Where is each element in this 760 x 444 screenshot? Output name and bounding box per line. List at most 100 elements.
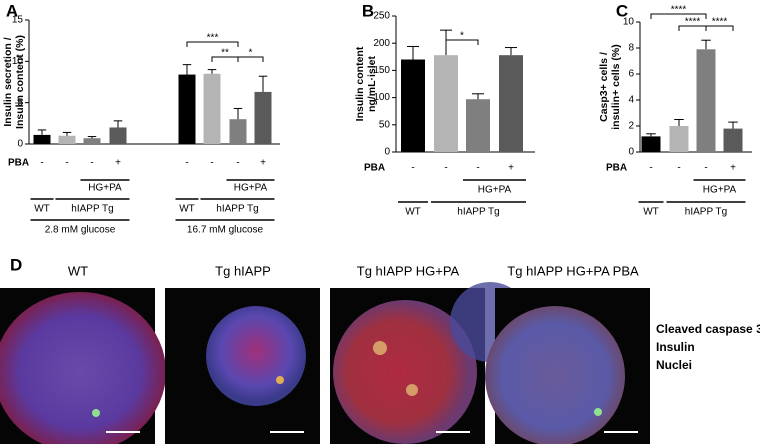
bar — [466, 99, 490, 152]
significance-label: * — [460, 31, 464, 42]
significance-label: **** — [712, 17, 728, 28]
micrograph-title: WT — [68, 263, 88, 278]
y-tick-label: 100 — [373, 92, 390, 103]
treatment-label: HG+PA — [88, 183, 122, 194]
y-tick-label: 0 — [628, 147, 634, 158]
error-bar — [62, 131, 72, 136]
y-tick-label: 8 — [628, 43, 634, 54]
group-label: 2.8 mM glucose — [45, 225, 116, 236]
panel-label: C — [616, 1, 628, 20]
error-bar — [646, 133, 656, 137]
y-tick-label: 200 — [373, 38, 390, 49]
error-bar — [233, 107, 243, 120]
pba-mark: - — [476, 163, 479, 174]
significance-bracket — [237, 56, 264, 62]
caspase-signal — [594, 408, 602, 416]
error-bar — [407, 45, 419, 60]
pba-mark: - — [704, 163, 707, 174]
pba-mark: - — [649, 163, 652, 174]
panel-label: D — [10, 255, 22, 274]
error-bar — [207, 69, 217, 74]
y-tick-label: 50 — [379, 119, 391, 130]
y-tick-label: 15 — [12, 15, 24, 26]
significance-label: *** — [207, 33, 219, 44]
islet — [485, 306, 625, 444]
bar — [696, 49, 716, 152]
pba-label: PBA — [364, 163, 385, 174]
y-axis-label: insulin+ cells (%) — [610, 44, 622, 129]
bar — [178, 74, 196, 144]
y-axis-label: Insulin content (%) — [14, 35, 26, 129]
genotype-label: WT — [643, 207, 659, 218]
islet — [206, 306, 306, 406]
significance-label: * — [249, 48, 253, 59]
bar — [641, 136, 661, 152]
pba-mark: - — [65, 158, 68, 169]
y-tick-label: 150 — [373, 65, 390, 76]
islet — [0, 292, 166, 444]
bar — [83, 138, 101, 144]
y-axis-label: Casp3+ cells / — [598, 52, 610, 122]
pba-label: PBA — [606, 163, 627, 174]
y-tick-label: 5 — [17, 97, 23, 108]
pba-mark: + — [260, 158, 266, 169]
caspase-signal — [276, 376, 284, 384]
bar — [401, 59, 425, 152]
y-tick-label: 6 — [628, 69, 634, 80]
y-axis-label: ng/mL·islet — [366, 56, 378, 113]
micrograph-title: Tg hIAPP HG+PA PBA — [507, 263, 639, 278]
pba-mark: - — [185, 158, 188, 169]
bar — [434, 55, 458, 152]
significance-bracket — [186, 41, 239, 47]
pba-mark: + — [508, 163, 514, 174]
pba-mark: - — [40, 158, 43, 169]
pba-mark: - — [90, 158, 93, 169]
bar — [203, 73, 221, 144]
pba-mark: - — [677, 163, 680, 174]
genotype-label: hIAPP Tg — [457, 207, 499, 218]
y-tick-label: 0 — [17, 139, 23, 150]
micrographs — [0, 282, 650, 444]
pba-mark: - — [210, 158, 213, 169]
significance-bracket — [445, 39, 479, 45]
legend-entry: Cleaved caspase 3 — [656, 322, 760, 336]
error-bar — [37, 129, 47, 135]
y-tick-label: 10 — [623, 17, 635, 28]
genotype-label: hIAPP Tg — [216, 204, 258, 215]
genotype-label: WT — [405, 207, 421, 218]
y-tick-label: 4 — [628, 95, 634, 106]
bar — [109, 127, 127, 144]
legend-entry: Insulin — [656, 340, 695, 354]
pba-mark: + — [730, 163, 736, 174]
treatment-label: HG+PA — [234, 183, 268, 194]
error-bar — [472, 93, 484, 100]
genotype-label: WT — [34, 204, 50, 215]
significance-label: ** — [221, 48, 229, 59]
pba-mark: + — [115, 158, 121, 169]
genotype-label: hIAPP Tg — [685, 207, 727, 218]
y-tick-label: 0 — [384, 147, 390, 158]
treatment-label: HG+PA — [703, 185, 737, 196]
error-bar — [505, 47, 517, 56]
caspase-signal — [92, 409, 100, 417]
significance-bracket — [705, 25, 734, 31]
micrograph-title: Tg hIAPP — [215, 263, 271, 278]
pba-mark: - — [411, 163, 414, 174]
y-tick-label: 250 — [373, 11, 390, 22]
bar — [58, 135, 76, 144]
bar — [254, 91, 272, 144]
treatment-label: HG+PA — [478, 185, 512, 196]
bar — [229, 119, 247, 144]
caspase-signal — [406, 384, 418, 396]
significance-label: **** — [671, 5, 687, 16]
panel-label: A — [6, 1, 18, 20]
pba-mark: - — [236, 158, 239, 169]
error-bar — [674, 119, 684, 126]
y-axis-label: Insulin content — [354, 46, 366, 121]
micrograph-title: Tg hIAPP HG+PA — [357, 263, 460, 278]
pba-label: PBA — [8, 158, 29, 169]
genotype-label: WT — [179, 204, 195, 215]
panel-label: B — [362, 1, 374, 20]
genotype-label: hIAPP Tg — [71, 204, 113, 215]
